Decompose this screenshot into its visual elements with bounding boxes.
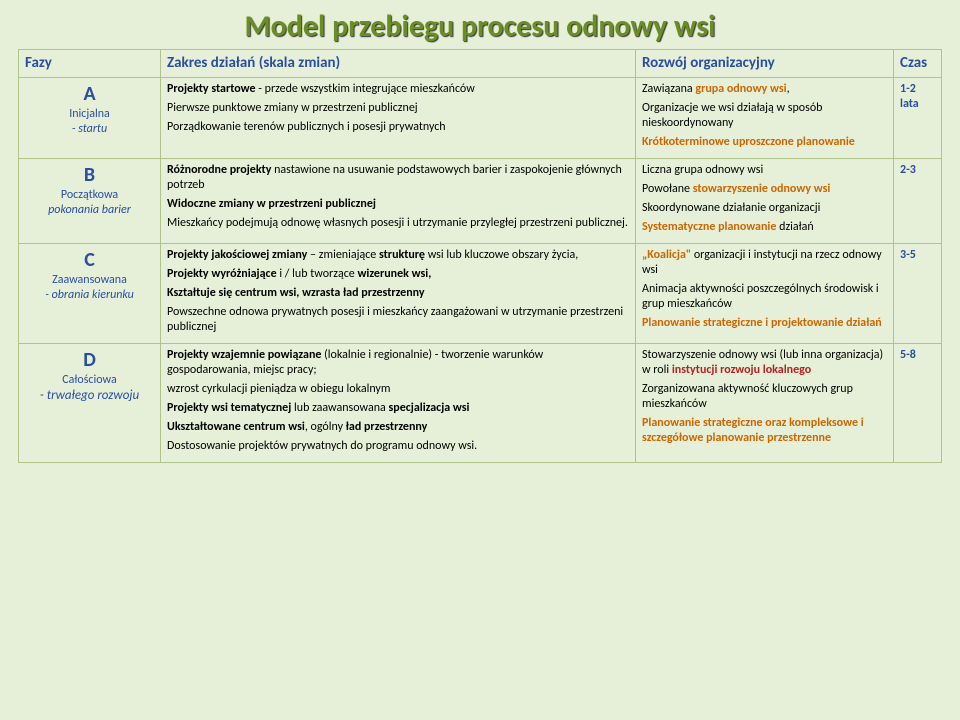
czas-C: 3-5 <box>894 243 942 343</box>
phase-A-name: Inicjalna <box>25 107 154 122</box>
phase-C-sub: - obrania kierunku <box>25 288 154 303</box>
text: Powołane <box>642 182 693 196</box>
text: i / lub tworzące <box>277 267 358 281</box>
text: Organizacje we wsi działają w sposób nie… <box>642 101 887 131</box>
phase-C-name: Zaawansowana <box>25 273 154 288</box>
phase-B-name: Początkowa <box>25 188 154 203</box>
text: Dostosowanie projektów prywatnych do pro… <box>167 439 629 454</box>
czas-D: 5-8 <box>894 343 942 462</box>
col-rozwoj: Rozwój organizacyjny <box>636 50 894 78</box>
zakres-A: Projekty startowe - przede wszystkim int… <box>161 77 636 158</box>
header-row: Fazy Zakres działań (skala zmian) Rozwój… <box>19 50 942 78</box>
text: Skoordynowane działanie organizacji <box>642 201 887 216</box>
row-D: D Całościowa - trwałego rozwoju Projekty… <box>19 343 942 462</box>
text: Systematyczne planowanie <box>642 220 776 234</box>
phase-D: D Całościowa - trwałego rozwoju <box>19 343 161 462</box>
text: strukturę <box>379 248 425 262</box>
text: – zmieniające <box>307 248 379 262</box>
text: grupa odnowy wsi <box>695 82 786 96</box>
zakres-C: Projekty jakościowej zmiany – zmieniając… <box>161 243 636 343</box>
zakres-B: Różnorodne projekty nastawione na usuwan… <box>161 158 636 243</box>
phase-A-letter: A <box>25 82 154 107</box>
text: specjalizacja wsi <box>388 401 469 415</box>
text: Animacja aktywności poszczególnych środo… <box>642 282 887 312</box>
text: Krótkoterminowe uproszczone planowanie <box>642 135 855 149</box>
rozwoj-B: Liczna grupa odnowy wsi Powołane stowarz… <box>636 158 894 243</box>
text: Projekty wyróżniające <box>167 267 277 281</box>
text: Powszechne odnowa prywatnych posesji i m… <box>167 305 629 335</box>
row-C: C Zaawansowana - obrania kierunku Projek… <box>19 243 942 343</box>
text: , <box>787 82 790 96</box>
text: - przede wszystkim integrujące mieszkańc… <box>256 82 475 96</box>
text: Planowanie strategiczne oraz kompleksowe… <box>642 416 864 445</box>
col-fazy: Fazy <box>19 50 161 78</box>
text: instytucji rozwoju lokalnego <box>672 363 811 377</box>
phase-C-letter: C <box>25 248 154 273</box>
text: Ukształtowane centrum wsi <box>167 420 305 434</box>
phase-A: A Inicjalna - startu <box>19 77 161 158</box>
text: Projekty wzajemnie powiązane <box>167 348 321 362</box>
phase-D-sub: - trwałego rozwoju <box>25 388 154 404</box>
col-czas: Czas <box>894 50 942 78</box>
text: ład przestrzenny <box>346 420 428 434</box>
text: Projekty startowe <box>167 82 256 96</box>
col-zakres: Zakres działań (skala zmian) <box>161 50 636 78</box>
row-B: B Początkowa pokonania barier Różnorodne… <box>19 158 942 243</box>
rozwoj-C: „Koalicja" organizacji i instytucji na r… <box>636 243 894 343</box>
text: Liczna grupa odnowy wsi <box>642 163 887 178</box>
page-root: Model przebiegu procesu odnowy wsi Fazy … <box>0 0 960 471</box>
text: Kształtuje się centrum wsi, wzrasta ład … <box>167 286 629 301</box>
text: Zawiązana <box>642 82 695 96</box>
row-A: A Inicjalna - startu Projekty startowe -… <box>19 77 942 158</box>
phase-B: B Początkowa pokonania barier <box>19 158 161 243</box>
rozwoj-A: Zawiązana grupa odnowy wsi, Organizacje … <box>636 77 894 158</box>
phase-B-sub: pokonania barier <box>25 203 154 218</box>
czas-A: 1-2 lata <box>894 77 942 158</box>
text: Projekty jakościowej zmiany <box>167 248 307 262</box>
text: , ogólny <box>305 420 346 434</box>
zakres-D: Projekty wzajemnie powiązane (lokalnie i… <box>161 343 636 462</box>
process-table: Fazy Zakres działań (skala zmian) Rozwój… <box>18 49 942 463</box>
czas-B: 2-3 <box>894 158 942 243</box>
text: Zorganizowana aktywność kluczowych grup … <box>642 382 887 412</box>
page-title: Model przebiegu procesu odnowy wsi <box>18 8 942 45</box>
text: Planowanie strategiczne i projektowanie … <box>642 316 882 330</box>
phase-A-sub: - startu <box>25 122 154 137</box>
text: „Koalicja" <box>642 248 691 262</box>
text: Mieszkańcy podejmują odnowę własnych pos… <box>167 216 629 231</box>
text: wizerunek wsi, <box>357 267 431 281</box>
phase-D-letter: D <box>25 348 154 373</box>
text: stowarzyszenie odnowy wsi <box>693 182 831 196</box>
text: lub zaawansowana <box>291 401 388 415</box>
phase-C: C Zaawansowana - obrania kierunku <box>19 243 161 343</box>
text: Porządkowanie terenów publicznych i pose… <box>167 120 629 135</box>
rozwoj-D: Stowarzyszenie odnowy wsi (lub inna orga… <box>636 343 894 462</box>
text: Projekty wsi tematycznej <box>167 401 291 415</box>
phase-B-letter: B <box>25 163 154 188</box>
phase-D-name: Całościowa <box>25 373 154 388</box>
text: Widoczne zmiany w przestrzeni publicznej <box>167 197 629 212</box>
text: Różnorodne projekty <box>167 163 271 177</box>
text: Pierwsze punktowe zmiany w przestrzeni p… <box>167 101 629 116</box>
text: wzrost cyrkulacji pieniądza w obiegu lok… <box>167 382 629 397</box>
text: wsi lub kluczowe obszary życia, <box>425 248 578 262</box>
text: działań <box>776 220 813 234</box>
